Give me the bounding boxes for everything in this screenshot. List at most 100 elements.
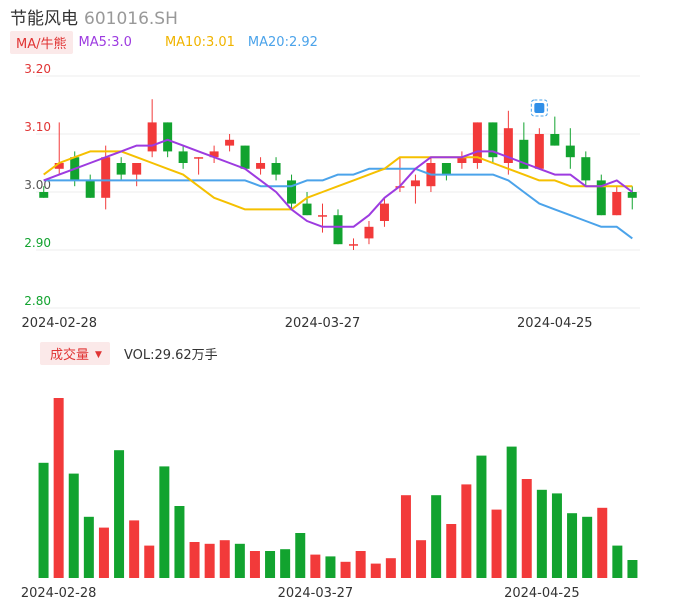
- y-tick-label: 2.80: [24, 294, 51, 308]
- stock-code: 601016.SH: [84, 9, 178, 29]
- candle-body: [472, 122, 482, 163]
- volume-bar: [265, 551, 276, 578]
- candle-body: [287, 180, 297, 204]
- volume-bar: [521, 479, 532, 578]
- candle-body: [596, 180, 606, 216]
- candle-body: [302, 203, 312, 216]
- volume-bar: [355, 551, 366, 578]
- candle-body: [519, 139, 529, 169]
- volume-bar: [431, 495, 442, 578]
- candle-body: [54, 163, 64, 169]
- candle-body: [534, 134, 544, 169]
- candle-body: [581, 157, 591, 181]
- ma-legend: MA/牛熊 MA5:3.0 MA10:3.01 MA20:2.92: [10, 31, 318, 54]
- ma5-line: [43, 138, 633, 228]
- y-tick-label: 3.10: [24, 120, 51, 134]
- volume-bar: [310, 554, 321, 578]
- volume-bar: [249, 551, 260, 578]
- candle-body: [147, 122, 157, 152]
- volume-bar: [536, 489, 547, 578]
- volume-bar: [144, 545, 155, 578]
- volume-bar: [159, 466, 170, 578]
- y-tick-label: 3.20: [24, 62, 51, 76]
- candle-body: [627, 192, 637, 198]
- volume-bar: [385, 558, 396, 578]
- volume-bar: [295, 533, 306, 578]
- ma10-line: [43, 150, 633, 211]
- candle-body: [318, 215, 328, 217]
- volume-bar: [189, 542, 200, 578]
- volume-tab[interactable]: 成交量 ▼: [40, 342, 110, 365]
- candle-body: [457, 157, 467, 163]
- candle-body: [209, 151, 219, 158]
- candle-body: [101, 157, 111, 198]
- ma20-label: MA20:2.92: [247, 35, 318, 50]
- volume-bar: [627, 560, 638, 578]
- volume-bar: [98, 527, 109, 578]
- candle-body: [132, 163, 142, 175]
- volume-bar: [68, 473, 79, 578]
- volume-bar: [400, 495, 411, 578]
- x-tick-label-volume: 2024-04-25: [504, 586, 580, 601]
- candle-body: [612, 192, 622, 216]
- candle-body: [116, 163, 126, 175]
- volume-bar: [129, 520, 140, 578]
- volume-bar: [280, 549, 291, 578]
- volume-bar: [567, 513, 578, 578]
- volume-bar: [340, 561, 351, 578]
- ma-bull-bear-tab[interactable]: MA/牛熊: [10, 31, 73, 54]
- caret-down-icon: ▼: [95, 350, 102, 360]
- volume-bar: [325, 556, 336, 578]
- volume-value: VOL:29.62万手: [123, 348, 218, 363]
- candle-body: [348, 244, 358, 246]
- candle-body: [240, 145, 250, 169]
- volume-bar: [174, 506, 185, 578]
- volume-bar: [83, 516, 94, 578]
- ma5-label: MA5:3.0: [78, 35, 132, 50]
- x-tick-label-volume: 2024-03-27: [278, 586, 354, 601]
- ma10-label: MA10:3.01: [164, 35, 235, 50]
- x-tick-label: 2024-02-28: [21, 316, 97, 331]
- volume-bar: [582, 516, 593, 578]
- candle-body: [364, 226, 374, 239]
- volume-bar: [551, 493, 562, 578]
- candle-body: [225, 139, 235, 146]
- volume-bar: [461, 484, 472, 578]
- volume-bar: [219, 540, 230, 578]
- candle-body: [163, 122, 173, 152]
- header: 节能风电 601016.SH: [10, 4, 178, 29]
- volume-bar: [446, 524, 457, 578]
- candle-body: [271, 163, 281, 175]
- volume-tab-label: 成交量: [50, 348, 90, 363]
- volume-bar: [53, 398, 64, 578]
- volume-bar: [234, 543, 245, 578]
- x-tick-label-volume: 2024-02-28: [21, 586, 97, 601]
- stock-name: 节能风电: [10, 9, 78, 29]
- y-tick-label: 3.00: [24, 178, 51, 192]
- volume-bar: [476, 455, 487, 578]
- candle-body: [39, 192, 49, 198]
- marker-icon: [534, 103, 545, 113]
- candle-body: [410, 180, 420, 187]
- volume-bar: [491, 509, 502, 578]
- candle-body: [194, 157, 204, 159]
- candle-body: [178, 151, 188, 163]
- x-tick-label: 2024-04-25: [517, 316, 593, 331]
- volume-bar: [204, 543, 215, 578]
- volume-bar: [416, 540, 427, 578]
- candle-body: [256, 163, 266, 169]
- candle-body: [503, 128, 513, 163]
- candle-body: [441, 163, 451, 175]
- candle-body: [379, 203, 389, 221]
- candle-body: [85, 180, 95, 198]
- candle-body: [565, 145, 575, 158]
- x-tick-label: 2024-03-27: [285, 316, 361, 331]
- volume-bar: [506, 446, 517, 578]
- y-tick-label: 2.90: [24, 236, 51, 250]
- volume-bar: [38, 462, 49, 578]
- candle-body: [333, 215, 343, 245]
- volume-bar: [114, 450, 125, 578]
- volume-bar: [597, 507, 608, 578]
- ma20-line: [43, 167, 633, 240]
